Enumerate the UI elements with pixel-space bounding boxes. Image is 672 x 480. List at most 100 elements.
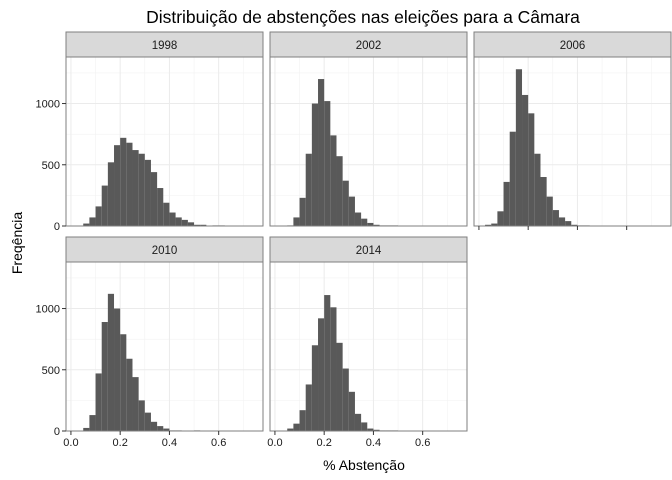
histogram-bar — [144, 412, 151, 431]
facet-strip-label: 2010 — [152, 245, 178, 257]
histogram-bar — [305, 153, 312, 226]
histogram-bar — [485, 224, 492, 226]
histogram-bar — [132, 150, 139, 226]
panel-border — [65, 261, 264, 432]
histogram-bar — [565, 221, 572, 226]
histogram-bar — [336, 342, 343, 431]
facet-2006: 2006 — [473, 31, 672, 230]
histogram-bar — [552, 210, 559, 226]
y-tick-label: 500 — [42, 365, 60, 377]
histogram-bar — [169, 212, 176, 226]
histogram-bar — [318, 318, 325, 431]
histogram-bar — [101, 322, 108, 431]
histogram-bar — [175, 217, 182, 226]
histogram-bar — [107, 293, 115, 431]
histogram-bar — [330, 307, 337, 431]
histogram-bar — [354, 212, 362, 226]
histogram-bar — [503, 181, 510, 226]
histogram-bar — [144, 159, 151, 226]
histogram-bar — [95, 373, 102, 431]
x-tick-label: 0.0 — [267, 437, 282, 449]
histogram-bar — [194, 224, 201, 226]
x-tick-label: 0.4 — [366, 437, 381, 449]
histogram-bar — [83, 223, 90, 226]
facet-strip-label: 2002 — [356, 40, 382, 52]
histogram-bar — [163, 202, 170, 226]
histogram-bar — [114, 145, 121, 226]
histogram-bar — [107, 162, 115, 226]
histogram-bar — [126, 358, 133, 431]
facet-2002: 2002 — [269, 31, 468, 227]
x-tick-label: 0.0 — [63, 437, 78, 449]
histogram-bar — [101, 185, 108, 226]
histogram-bar — [114, 308, 121, 431]
panel-background — [270, 262, 467, 431]
histogram-bar — [150, 421, 158, 431]
facet-strip — [65, 31, 264, 58]
histogram-bar — [367, 222, 374, 226]
histogram-bar — [187, 222, 195, 226]
facet-panels: 1998 0 500 1000 2002 2006 2010 0 500 1000 0.0 0.2 0.… — [36, 31, 672, 449]
histogram-bar — [163, 428, 170, 431]
histogram-bar — [120, 334, 127, 431]
histogram-bar — [132, 377, 139, 431]
histogram-bar — [200, 224, 207, 226]
histogram-bar — [342, 180, 349, 226]
panel-border — [65, 56, 264, 227]
y-axis-title: Freqência — [9, 212, 25, 274]
x-axis-title: % Abstenção — [323, 457, 405, 473]
histogram-bar — [522, 94, 529, 226]
histogram-bar — [324, 101, 331, 226]
histogram-bar — [348, 391, 355, 431]
histogram-bar — [157, 426, 164, 431]
histogram-bar — [89, 415, 96, 431]
x-tick-label: 0.6 — [415, 437, 430, 449]
histogram-bar — [342, 368, 349, 431]
histogram-bar — [515, 69, 523, 227]
histogram-bar — [287, 428, 294, 431]
histogram-bar — [138, 400, 145, 431]
histogram-bar — [509, 131, 516, 226]
facet-strip — [65, 236, 264, 263]
histogram-bar — [367, 428, 374, 431]
histogram-bar — [491, 223, 498, 226]
facet-strip — [269, 236, 468, 263]
histogram-bar — [138, 153, 145, 226]
histogram-bar — [120, 137, 127, 226]
histogram-bar — [336, 156, 343, 226]
histogram-bar — [83, 427, 90, 431]
facet-strip-label: 2006 — [560, 40, 586, 52]
histogram-bar — [361, 422, 368, 431]
histogram-bar — [324, 295, 331, 431]
histogram-bar — [571, 224, 578, 226]
histogram-bar — [293, 217, 300, 226]
y-tick-label: 1000 — [36, 99, 60, 111]
histogram-bar — [318, 79, 325, 226]
histogram-bar — [361, 218, 368, 226]
facet-1998: 1998 0 500 1000 — [36, 31, 264, 233]
histogram-bar — [181, 219, 188, 226]
y-tick-label: 0 — [54, 221, 60, 233]
histogram-bar — [299, 197, 306, 226]
panel-border — [473, 56, 672, 227]
panel-border — [269, 261, 468, 432]
facet-strip-label: 1998 — [152, 40, 178, 52]
histogram-bar — [126, 142, 133, 226]
histogram-bar — [354, 413, 362, 431]
histogram-bar — [311, 345, 319, 431]
histogram-bar — [293, 423, 300, 431]
histogram-bar — [540, 177, 547, 226]
histogram-bar — [558, 217, 566, 226]
facet-2010: 2010 0 500 1000 0.0 0.2 0.4 0.6 — [36, 236, 264, 449]
histogram-bar — [150, 172, 158, 226]
chart-title: Distribuição de abstenções nas eleições … — [146, 7, 580, 27]
x-tick-label: 0.2 — [113, 437, 128, 449]
x-tick-label: 0.6 — [211, 437, 226, 449]
histogram-bar — [305, 384, 312, 431]
histogram-bar — [497, 211, 504, 226]
y-tick-label: 0 — [54, 426, 60, 438]
histogram-bar — [534, 153, 541, 226]
x-tick-label: 0.4 — [162, 437, 177, 449]
histogram-bar — [330, 135, 337, 226]
